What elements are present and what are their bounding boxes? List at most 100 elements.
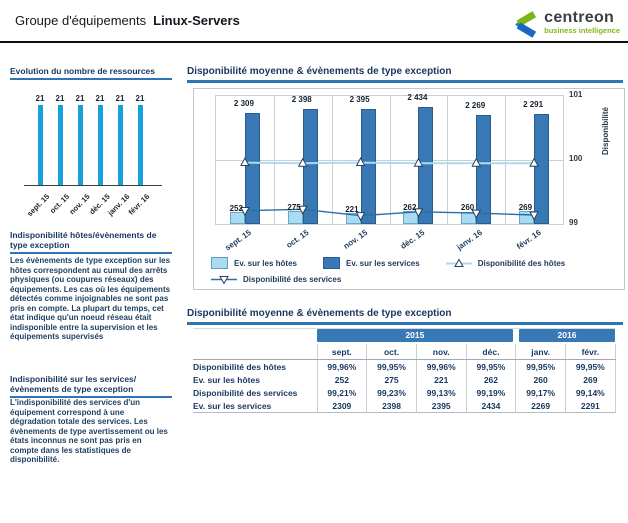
legend-label: Ev. sur les services [346,258,420,268]
year-group-header: 2016 [515,328,616,344]
availability-lines [240,156,539,222]
resources-chart-title: Evolution du nombre de ressources [10,66,172,80]
cell-value: 99,95% [564,359,616,373]
resources-bar-value: 21 [135,94,145,103]
cell-value: 2291 [564,399,616,413]
page-title-prefix: Groupe d'équipements [15,13,147,28]
availability-table: 2015 2016 sept. oct. nov. déc. janv. févr. Disp… [193,328,616,413]
cell-value: 262 [465,373,516,386]
legend-line-up-triangle-icon [445,257,472,267]
legend-item-ev-services: Ev. sur les services [323,257,420,269]
row-label: Disponibilité des hôtes [193,361,287,372]
cell-value: 99,21% [316,386,367,399]
cell-value: 260 [515,373,566,386]
cell-value: 99,95% [465,359,516,373]
year-header-row: 2015 2016 [193,328,616,344]
x-axis-line [24,185,162,186]
section-indispo-services-body: L'indisponibilité des services d'un équi… [10,398,168,464]
legend-row: Ev. sur les hôtes Ev. sur les services D… [211,255,616,271]
row-label-header [193,344,317,360]
host-events-value: 252 [229,203,243,213]
resources-bar [117,105,123,185]
cell-value: 221 [415,373,467,386]
cell-value: 99,13% [415,386,467,399]
table-row: Disponibilité des hôtes 99,96% 99,95% 99,96… [193,359,616,373]
year-label: 2016 [518,329,616,342]
availability-line [244,208,535,217]
x-axis-label: nov. 15 [341,228,369,251]
resources-bar [57,105,63,185]
legend-item-dispo-services: Disponibilité des services [211,274,341,285]
services-events-value: 2 269 [465,100,486,110]
page-title: Groupe d'équipements Linux-Servers [15,13,240,28]
resources-chart-plot: 21 21 21 21 21 21 sept. 15 oct. 15 nov. 15 déc. 1… [10,88,172,228]
table-row: Ev. sur les hôtes 252 275 221 262 260 269 [193,373,616,386]
gridline-horizontal [216,160,563,161]
availability-line [244,161,535,165]
cell-value: 269 [564,373,616,386]
legend-row: Disponibilité des services [211,271,616,287]
main-panel: Disponibilité moyenne & évènements de ty… [187,66,625,516]
host-events-value: 275 [287,202,301,212]
legend-swatch-ev-services-icon [323,257,340,269]
logo-text: centreon business intelligence [544,10,620,36]
month-header: nov. [415,344,467,360]
chart-legend: Ev. sur les hôtes Ev. sur les services D… [211,255,616,287]
availability-chart-title: Disponibilité moyenne & évènements de ty… [187,66,623,83]
legend-swatch-ev-hotes-icon [211,257,228,269]
sidebar: Evolution du nombre de ressources 21 21 21… [10,66,174,516]
right-axis-tick: 99 [569,218,578,227]
cell-value: 99,95% [366,359,417,373]
resources-bar [97,105,103,185]
month-header: févr. [564,344,616,360]
resources-bar-value: 21 [55,94,65,103]
x-axis-label: sept. 15 [223,228,254,253]
triangle-down-marker-icon [240,207,250,217]
resources-bar-value: 21 [115,94,125,103]
availability-combo-chart: Disponibilité Ev. sur les hôtes Ev. sur … [193,88,625,290]
host-events-bar [461,211,477,224]
host-events-value: 260 [460,203,475,213]
cell-value: 99,95% [515,359,566,373]
resources-x-label: oct. 15 [48,192,72,216]
cell-value: 2395 [415,399,467,413]
services-events-value: 2 395 [349,94,370,104]
cell-value: 99,96% [316,359,367,373]
resources-bar-value: 21 [95,94,105,103]
cell-value: 252 [316,373,367,386]
host-events-value: 262 [403,203,417,213]
host-events-value: 221 [345,205,359,215]
legend-label: Disponibilité des services [243,274,342,284]
cell-value: 99,17% [515,386,566,399]
row-label: Ev. sur les hôtes [193,374,260,385]
month-header: déc. [465,344,516,360]
host-events-bar [229,211,245,224]
legend-line-down-triangle-icon [211,275,237,285]
cell-value: 2269 [515,399,566,413]
month-header: oct. [366,344,417,360]
triangle-down-marker-icon [297,205,308,215]
triangle-up-marker-icon [413,157,424,167]
equipment-group-name: Linux-Servers [153,13,240,28]
row-label: Disponibilité des services [193,387,298,398]
table-corner-cell [193,328,317,344]
services-events-bar [476,114,492,224]
cell-value: 2398 [366,399,417,413]
triangle-up-marker-icon [240,156,250,167]
host-events-bar [287,210,303,224]
services-events-bar [534,113,550,224]
services-events-bar [244,112,260,224]
services-events-value: 2 398 [291,94,312,104]
resources-bar-value: 21 [35,94,45,103]
availability-table-title: Disponibilité moyenne & évènements de ty… [187,308,623,325]
cell-value: 99,96% [415,359,467,373]
x-axis-label: oct. 15 [284,228,311,250]
resources-bar [137,105,143,185]
right-axis-tick: 101 [569,90,583,99]
resources-x-label: févr. 16 [126,192,152,217]
triangle-down-marker-icon [529,211,539,221]
triangle-down-marker-icon [471,209,482,219]
legend-item-dispo-hotes: Disponibilité des hôtes [445,257,565,269]
services-events-value: 2 309 [233,98,254,108]
